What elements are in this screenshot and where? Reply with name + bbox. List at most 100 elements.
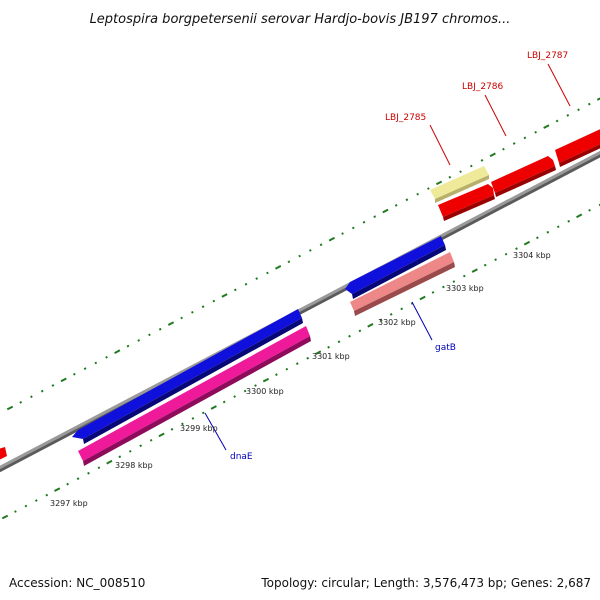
minor-tick <box>373 215 377 218</box>
major-tick <box>6 405 14 411</box>
gene-feature-blue-long[interactable] <box>72 309 302 439</box>
minor-tick <box>556 225 560 229</box>
kbp-label: 3304 kbp <box>513 251 551 260</box>
minor-tick <box>534 130 537 134</box>
major-tick <box>210 405 217 410</box>
minor-tick <box>233 395 236 398</box>
kbp-label: 3297 kbp <box>50 499 88 508</box>
gene-feature-lbj-2785-shadow <box>443 195 495 221</box>
gene-feature-gatB[interactable] <box>350 252 454 311</box>
major-tick <box>435 180 443 186</box>
kbp-label: 3302 kbp <box>378 318 416 327</box>
gene-label-lbj-2787[interactable]: LBJ_2787 <box>527 51 568 61</box>
major-tick <box>576 213 583 219</box>
minor-tick <box>469 164 473 168</box>
minor-tick <box>212 299 216 303</box>
minor-tick <box>379 318 383 322</box>
minor-tick <box>137 339 141 342</box>
minor-tick <box>170 428 174 431</box>
minor-tick <box>87 471 90 475</box>
gene-feature-lbj-2787-shadow <box>559 144 600 167</box>
minor-tick <box>327 345 330 349</box>
minor-tick <box>567 219 571 223</box>
minor-tick <box>341 232 344 235</box>
gene-feature-left-edge[interactable] <box>0 447 7 461</box>
minor-tick <box>66 482 69 486</box>
gene-feature-lbj-2786-shadow <box>495 166 556 197</box>
minor-tick <box>243 389 247 393</box>
major-tick <box>596 97 600 101</box>
kbp-label: 3301 kbp <box>312 352 350 361</box>
minor-tick <box>181 422 184 426</box>
gene-feature-lbj-2786[interactable] <box>491 156 555 193</box>
gene-feature-yellow[interactable] <box>430 166 489 199</box>
major-tick <box>221 293 228 298</box>
reverse-strand-genes <box>72 236 455 466</box>
minor-tick <box>118 455 122 459</box>
minor-tick <box>255 277 259 280</box>
minor-tick <box>358 329 362 333</box>
major-tick <box>419 295 426 301</box>
gene-label-lbj-2786[interactable]: LBJ_2786 <box>462 82 504 92</box>
gene-label-gatB[interactable]: gatB <box>435 343 456 353</box>
minor-tick <box>351 226 355 230</box>
minor-tick <box>222 400 226 404</box>
gene-label-lbj-2785[interactable]: LBJ_2785 <box>385 113 426 123</box>
minor-tick <box>400 307 404 311</box>
summary-text: Topology: circular; Length: 3,576,473 bp… <box>260 576 591 590</box>
kbp-label: 3298 kbp <box>115 461 153 470</box>
minor-tick <box>588 209 591 212</box>
major-tick <box>54 487 61 492</box>
minor-tick <box>30 395 33 399</box>
gene-feature-gatB-shadow <box>354 262 455 316</box>
minor-tick <box>348 334 351 338</box>
minor-tick <box>149 439 153 442</box>
minor-tick <box>546 230 550 234</box>
minor-tick <box>97 466 101 470</box>
minor-tick <box>462 274 466 278</box>
minor-tick <box>452 280 456 283</box>
minor-tick <box>515 247 518 250</box>
major-tick <box>367 323 374 328</box>
lower-tick-row <box>1 203 600 520</box>
gene-feature-dnaE[interactable] <box>78 326 310 461</box>
minor-tick <box>139 444 143 448</box>
major-tick <box>275 265 282 270</box>
minor-tick <box>34 499 38 502</box>
minor-tick <box>319 243 323 247</box>
minor-tick <box>14 510 17 513</box>
minor-tick <box>24 504 28 508</box>
minor-tick <box>416 192 419 196</box>
major-tick <box>1 514 9 520</box>
minor-tick <box>566 114 570 117</box>
minor-tick <box>427 187 430 190</box>
major-tick <box>543 124 550 129</box>
minor-tick <box>502 147 505 151</box>
major-tick <box>158 432 165 438</box>
minor-tick <box>191 311 194 314</box>
gene-label-dnaE[interactable]: dnaE <box>230 452 253 462</box>
major-tick <box>315 350 322 355</box>
gene-feature-blue-short[interactable] <box>345 236 445 294</box>
minor-tick <box>577 108 580 112</box>
minor-tick <box>126 344 130 348</box>
minor-tick <box>483 263 487 267</box>
gene-feature-lbj-2787[interactable] <box>555 127 600 163</box>
minor-tick <box>40 389 44 393</box>
backbone-line <box>0 150 600 470</box>
minor-tick <box>295 362 299 365</box>
gene-feature-lbj-2785[interactable] <box>438 184 494 217</box>
minor-tick <box>494 258 497 261</box>
minor-tick <box>555 119 559 123</box>
kbp-label: 3299 kbp <box>180 424 218 433</box>
minor-tick <box>389 313 393 316</box>
minor-tick <box>244 282 248 286</box>
gene-feature-yellow-shadow <box>435 175 489 203</box>
kbp-label: 3300 kbp <box>246 387 284 396</box>
kbp-labels: 3297 kbp 3298 kbp 3299 kbp 3300 kbp 3301… <box>50 251 551 508</box>
minor-tick <box>394 204 398 207</box>
major-tick <box>328 236 335 242</box>
minor-tick <box>128 449 132 453</box>
gene-labels: LBJ_2785 LBJ_2786 LBJ_2787 gatB dnaE <box>230 51 568 462</box>
minor-tick <box>105 356 108 359</box>
